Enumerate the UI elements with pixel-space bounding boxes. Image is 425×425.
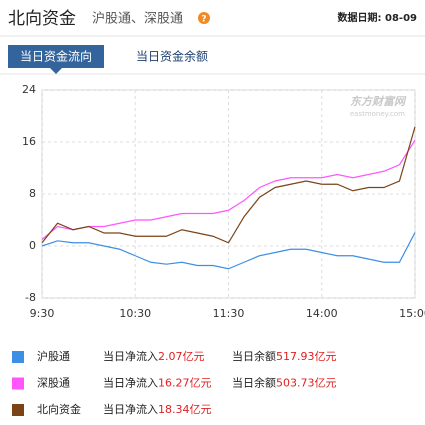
help-icon[interactable] <box>198 12 210 24</box>
legend-name: 深股通 <box>37 377 70 390</box>
inflow-label: 当日净流入 <box>103 349 158 363</box>
watermark: 东方财富网 <box>350 95 407 108</box>
inflow-label: 当日净流入 <box>103 376 158 390</box>
legend-name: 沪股通 <box>37 349 70 363</box>
tab-bg <box>8 45 104 68</box>
y-tick-label: 8 <box>29 187 36 200</box>
y-tick-label: 24 <box>22 83 36 96</box>
inflow-label: 当日净流入 <box>103 402 158 416</box>
y-tick-label: 16 <box>22 135 36 148</box>
tab[interactable]: 当日资金余额 <box>136 49 208 64</box>
series-line <box>41 126 416 244</box>
x-tick-label: 11:30 <box>213 307 245 320</box>
legend-inflow: 当日净流入2.07亿元 <box>103 349 205 363</box>
balance-value: 517.93亿元 <box>276 350 337 363</box>
inflow-value: 18.34亿元 <box>158 403 212 416</box>
data-date: 数据日期: 08-09 <box>338 11 418 24</box>
inflow-value: 16.27亿元 <box>158 377 212 390</box>
legend-swatch <box>12 351 24 363</box>
balance-label: 当日余额 <box>232 349 276 363</box>
balance-label: 当日余额 <box>232 376 276 390</box>
help-mark[interactable]: ? <box>201 15 206 25</box>
legend-swatch <box>12 404 24 416</box>
legend-name: 北向资金 <box>37 402 81 416</box>
inflow-value: 2.07亿元 <box>158 350 205 363</box>
legend-inflow: 当日净流入18.34亿元 <box>103 402 212 416</box>
balance-value: 503.73亿元 <box>276 377 337 390</box>
legend-inflow: 当日净流入16.27亿元 <box>103 376 212 390</box>
x-tick-label: 10:30 <box>119 307 151 320</box>
y-tick-label: -8 <box>25 291 36 304</box>
legend-swatch <box>12 377 24 390</box>
series-line <box>41 232 416 270</box>
subtitle: 沪股通、深股通 <box>92 11 183 27</box>
series-line <box>41 139 416 240</box>
legend-balance: 当日余额503.73亿元 <box>232 376 337 390</box>
x-tick-label: 14:00 <box>306 307 338 320</box>
y-tick-label: 0 <box>29 239 36 252</box>
tab-pointer <box>50 68 62 74</box>
legend-balance: 当日余额517.93亿元 <box>232 349 337 363</box>
x-tick-label: 15:00 <box>399 307 425 320</box>
watermark: eastmoney.com <box>350 110 405 118</box>
tab[interactable]: 当日资金流向 <box>20 49 92 64</box>
x-tick-label: 9:30 <box>30 307 55 320</box>
page-title: 北向资金 <box>8 9 76 29</box>
